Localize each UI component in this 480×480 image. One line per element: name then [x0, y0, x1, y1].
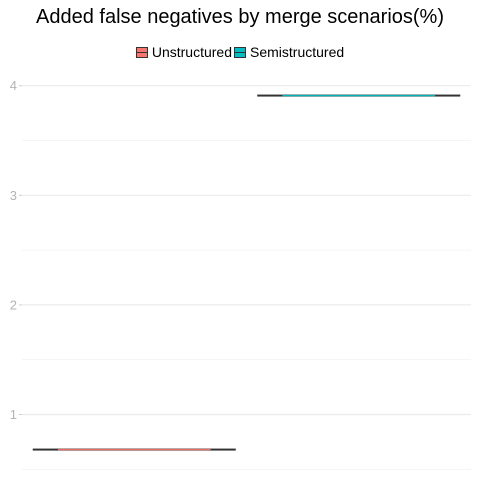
legend-key-semistructured [234, 46, 246, 58]
y-tick-label: 1 [10, 407, 17, 422]
legend-item-semistructured: Semistructured [234, 44, 344, 60]
y-tick-label: 4 [10, 78, 17, 93]
legend-label-unstructured: Unstructured [151, 44, 232, 60]
legend-key-unstructured [135, 46, 148, 58]
y-tick-label: 3 [10, 188, 17, 203]
legend: Unstructured Semistructured [0, 44, 480, 60]
legend-label-semistructured: Semistructured [250, 44, 345, 60]
y-tick-label: 2 [10, 297, 17, 312]
legend-item-unstructured: Unstructured [135, 44, 232, 60]
chart-title: Added false negatives by merge scenarios… [36, 6, 444, 28]
